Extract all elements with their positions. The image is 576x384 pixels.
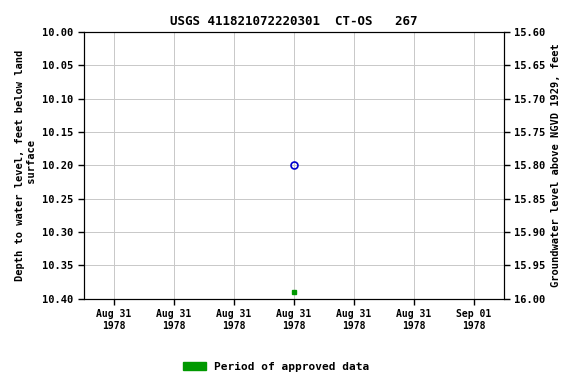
Legend: Period of approved data: Period of approved data — [179, 358, 374, 377]
Y-axis label: Depth to water level, feet below land
 surface: Depth to water level, feet below land su… — [15, 50, 37, 281]
Title: USGS 411821072220301  CT-OS   267: USGS 411821072220301 CT-OS 267 — [170, 15, 418, 28]
Y-axis label: Groundwater level above NGVD 1929, feet: Groundwater level above NGVD 1929, feet — [551, 43, 561, 287]
